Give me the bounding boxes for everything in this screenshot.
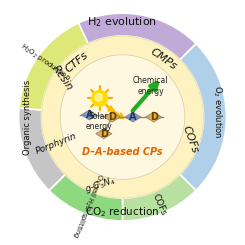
Wedge shape (79, 13, 196, 60)
Circle shape (60, 55, 185, 179)
Text: CMPs: CMPs (148, 46, 178, 72)
Wedge shape (19, 108, 65, 191)
Text: H$_2$O$_2$ production: H$_2$O$_2$ production (18, 42, 72, 84)
Text: H$_2$ evolution: H$_2$ evolution (87, 15, 158, 29)
Text: Solar
energy: Solar energy (85, 111, 112, 131)
Wedge shape (122, 174, 196, 221)
Text: Porphyrin: Porphyrin (35, 131, 78, 156)
Text: g-C$_3$N$_4$: g-C$_3$N$_4$ (83, 174, 118, 196)
Text: COFs: COFs (151, 192, 168, 217)
Text: O$_2$ evolution: O$_2$ evolution (211, 85, 224, 139)
Polygon shape (104, 112, 120, 122)
Text: COFs: COFs (181, 124, 200, 154)
Text: Resin: Resin (50, 64, 75, 93)
Text: Organic synthesis: Organic synthesis (23, 79, 32, 155)
Text: D–A-based CPs: D–A-based CPs (82, 147, 163, 157)
Text: D: D (150, 112, 158, 122)
Text: CTFs: CTFs (63, 50, 90, 75)
Wedge shape (41, 36, 204, 198)
Polygon shape (125, 112, 141, 122)
Circle shape (95, 94, 102, 101)
Wedge shape (49, 13, 196, 60)
Wedge shape (19, 23, 88, 110)
Text: CO$_2$ reduction: CO$_2$ reduction (85, 205, 160, 219)
Polygon shape (96, 129, 112, 139)
Circle shape (92, 91, 108, 106)
Text: D: D (108, 112, 116, 122)
Text: A: A (129, 112, 137, 122)
Polygon shape (81, 110, 97, 120)
Text: Chemical
energy: Chemical energy (133, 76, 168, 96)
Text: A: A (86, 110, 93, 120)
Wedge shape (49, 174, 122, 221)
Polygon shape (146, 112, 162, 122)
Text: D: D (100, 129, 108, 139)
Wedge shape (180, 44, 226, 191)
Text: Overall H$_2$O splitting: Overall H$_2$O splitting (69, 171, 105, 239)
